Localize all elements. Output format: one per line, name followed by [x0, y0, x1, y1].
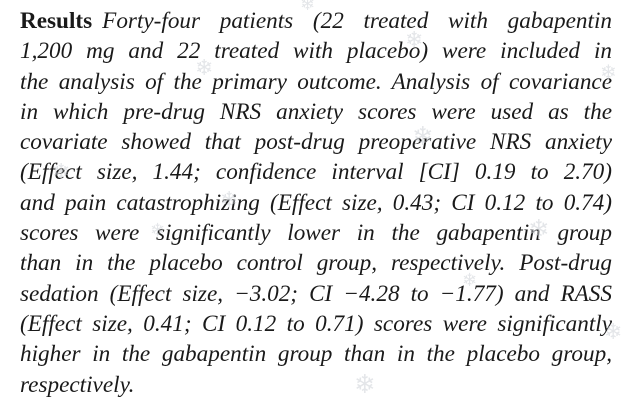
text-line-8: scores were significantly lower in the g… — [20, 220, 612, 247]
text-line-11: (Effect size, 0.41; CI 0.12 to 0.71) sco… — [20, 310, 612, 337]
text-line-2: 1,200 mg and 22 treated with placebo) we… — [20, 38, 612, 65]
text-line-1: Results Forty-four patients (22 treated w… — [20, 8, 612, 34]
text-line-12: higher in the gabapentin group than in t… — [20, 341, 612, 368]
text-line-4: in which pre-drug NRS anxiety scores wer… — [20, 98, 612, 125]
results-paragraph: Results Forty-four patients (22 treated w… — [20, 6, 612, 400]
text-line-5: covariate showed that post-drug preopera… — [20, 129, 612, 156]
section-heading: Results — [20, 8, 93, 34]
text-line-6: (Effect size, 1.44; confidence interval … — [20, 159, 612, 186]
text-line-7: and pain catastrophizing (Effect size, 0… — [20, 189, 612, 216]
text-line-9: than in the placebo control group, respe… — [20, 250, 612, 277]
text-line-10: sedation (Effect size, −3.02; CI −4.28 t… — [20, 280, 612, 307]
text-line-13: respectively. — [20, 371, 135, 398]
text-line-3: the analysis of the primary outcome. Ana… — [20, 68, 612, 95]
